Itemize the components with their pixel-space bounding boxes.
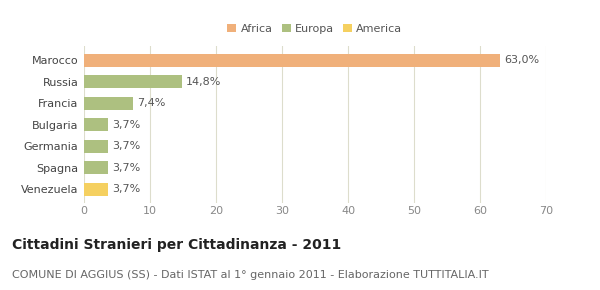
Bar (84, 54, 500, 67)
Text: 7,4%: 7,4% (137, 98, 165, 108)
Text: 3,7%: 3,7% (112, 141, 140, 151)
Bar (84, 75, 182, 88)
Bar (84, 161, 109, 174)
Text: COMUNE DI AGGIUS (SS) - Dati ISTAT al 1° gennaio 2011 - Elaborazione TUTTITALIA.: COMUNE DI AGGIUS (SS) - Dati ISTAT al 1°… (12, 270, 488, 280)
Legend: Africa, Europa, America: Africa, Europa, America (227, 24, 403, 34)
Text: 3,7%: 3,7% (112, 120, 140, 130)
Bar (84, 182, 109, 196)
Bar (84, 97, 133, 110)
Text: 3,7%: 3,7% (112, 184, 140, 194)
Text: 3,7%: 3,7% (112, 163, 140, 173)
Text: 14,8%: 14,8% (185, 77, 221, 87)
Bar (84, 139, 109, 153)
Bar (84, 118, 109, 131)
Text: 63,0%: 63,0% (504, 55, 539, 65)
Text: Cittadini Stranieri per Cittadinanza - 2011: Cittadini Stranieri per Cittadinanza - 2… (12, 238, 341, 252)
